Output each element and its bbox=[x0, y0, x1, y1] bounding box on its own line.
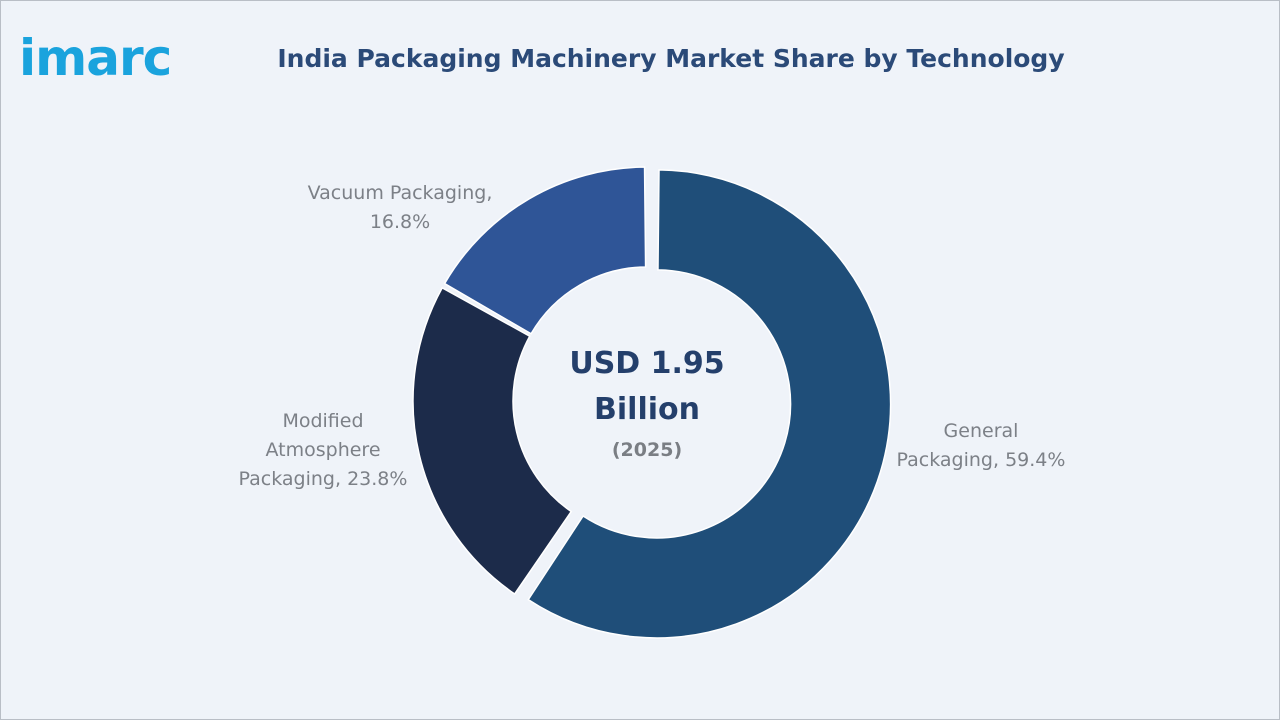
chart-title: India Packaging Machinery Market Share b… bbox=[277, 44, 1065, 73]
slice-modified-atmosphere-packaging bbox=[412, 286, 573, 596]
label-modified-atmosphere-packaging: Modified Atmosphere Packaging, 23.8% bbox=[223, 407, 423, 494]
logo-text: imarc bbox=[19, 29, 172, 87]
center-total-value: USD 1.95 Billion bbox=[547, 341, 747, 433]
center-value-line1: USD 1.95 bbox=[569, 346, 725, 381]
label-line: Vacuum Packaging, bbox=[307, 182, 493, 204]
label-line: 16.8% bbox=[369, 211, 431, 233]
label-vacuum-packaging: Vacuum Packaging, 16.8% bbox=[287, 179, 513, 237]
label-line: Packaging, 59.4% bbox=[896, 449, 1066, 471]
label-general-packaging: General Packaging, 59.4% bbox=[871, 417, 1091, 475]
label-line: Modified bbox=[282, 410, 364, 432]
imarc-logo: imarc bbox=[19, 27, 209, 87]
slice-vacuum-packaging bbox=[443, 166, 647, 335]
label-line: General bbox=[943, 420, 1019, 442]
center-year: (2025) bbox=[611, 439, 683, 461]
label-line: Atmosphere bbox=[265, 439, 381, 461]
slice-general-packaging bbox=[527, 169, 892, 639]
center-value-line2: Billion bbox=[594, 392, 700, 427]
label-line: Packaging, 23.8% bbox=[238, 468, 408, 490]
